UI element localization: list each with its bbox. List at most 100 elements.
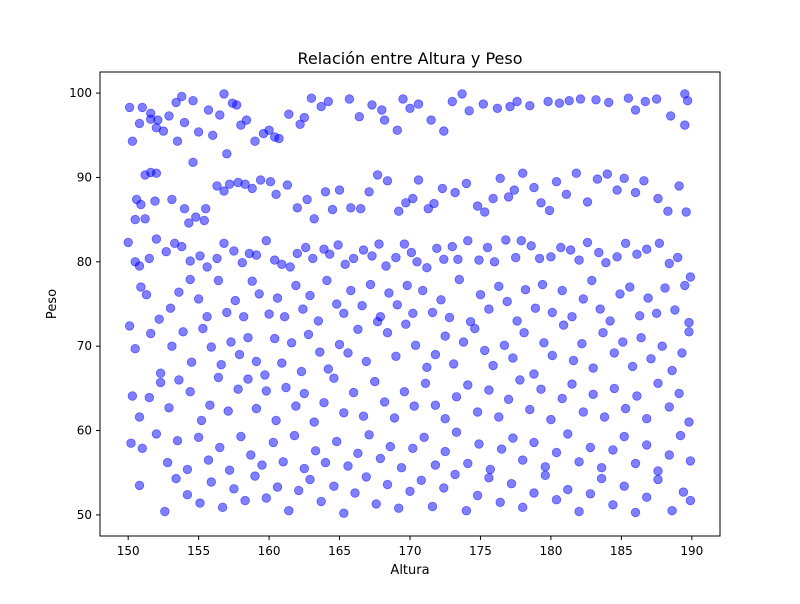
data-point bbox=[361, 472, 372, 482]
data-point bbox=[123, 237, 133, 248]
data-point bbox=[440, 331, 450, 341]
data-point bbox=[663, 206, 673, 216]
data-point bbox=[174, 287, 184, 297]
data-point bbox=[651, 308, 662, 319]
data-point bbox=[354, 111, 365, 122]
data-point bbox=[320, 187, 331, 197]
data-point bbox=[551, 495, 562, 505]
data-point bbox=[449, 359, 459, 369]
data-point bbox=[130, 214, 140, 225]
data-point bbox=[537, 279, 548, 290]
data-point bbox=[398, 94, 408, 104]
data-point bbox=[319, 398, 329, 408]
data-point bbox=[451, 427, 462, 437]
data-point bbox=[482, 242, 493, 253]
data-point bbox=[207, 130, 218, 141]
data-point bbox=[136, 282, 146, 292]
data-point bbox=[274, 133, 284, 144]
data-point bbox=[585, 489, 596, 499]
data-point bbox=[374, 239, 384, 249]
data-point bbox=[229, 484, 239, 494]
data-point bbox=[158, 126, 169, 136]
x-tick-label: 175 bbox=[469, 544, 492, 558]
data-point bbox=[495, 497, 505, 508]
data-point bbox=[494, 281, 504, 292]
data-point bbox=[484, 385, 494, 395]
y-tick-label: 70 bbox=[77, 339, 92, 353]
data-point bbox=[292, 248, 303, 259]
data-point bbox=[472, 490, 483, 501]
data-point bbox=[516, 235, 527, 246]
data-point bbox=[329, 373, 339, 383]
data-point bbox=[599, 412, 610, 422]
x-tick-label: 160 bbox=[258, 544, 281, 558]
data-point bbox=[680, 280, 690, 291]
data-point bbox=[279, 312, 290, 322]
data-point bbox=[454, 274, 465, 285]
data-point bbox=[234, 349, 245, 360]
data-point bbox=[667, 506, 677, 516]
data-point bbox=[618, 337, 628, 347]
data-point bbox=[264, 309, 274, 319]
data-point bbox=[309, 417, 319, 427]
data-point bbox=[356, 203, 366, 214]
data-point bbox=[475, 290, 486, 300]
data-point bbox=[623, 93, 634, 103]
data-point bbox=[653, 466, 663, 476]
data-point bbox=[137, 102, 148, 113]
data-point bbox=[289, 430, 300, 441]
data-point bbox=[188, 157, 198, 168]
data-point bbox=[315, 347, 325, 357]
data-point bbox=[203, 455, 214, 465]
data-point bbox=[474, 439, 484, 449]
y-tick-label: 60 bbox=[77, 424, 92, 438]
data-point bbox=[427, 501, 438, 512]
data-point bbox=[408, 193, 418, 204]
data-point bbox=[141, 290, 152, 300]
points-layer bbox=[123, 89, 696, 518]
data-point bbox=[612, 185, 622, 195]
data-point bbox=[673, 252, 683, 263]
data-point bbox=[155, 368, 166, 378]
data-point bbox=[680, 120, 690, 130]
data-point bbox=[664, 258, 675, 269]
data-point bbox=[240, 495, 250, 506]
data-point bbox=[333, 240, 343, 250]
data-point bbox=[379, 397, 390, 407]
data-point bbox=[268, 437, 279, 448]
data-point bbox=[205, 400, 215, 410]
data-point bbox=[409, 401, 419, 411]
data-point bbox=[682, 95, 693, 106]
data-point bbox=[540, 462, 551, 472]
data-point bbox=[365, 279, 376, 290]
data-point bbox=[674, 181, 684, 191]
data-point bbox=[233, 384, 243, 394]
data-point bbox=[582, 237, 593, 248]
data-point bbox=[340, 259, 350, 270]
data-point bbox=[608, 445, 618, 455]
data-point bbox=[512, 316, 522, 326]
data-point bbox=[364, 430, 374, 440]
data-point bbox=[461, 178, 472, 189]
y-axis-label: Peso bbox=[45, 289, 60, 319]
data-point bbox=[167, 194, 177, 205]
data-point bbox=[478, 99, 489, 109]
data-point bbox=[612, 252, 622, 262]
data-point bbox=[385, 441, 396, 452]
data-point bbox=[563, 429, 573, 439]
data-point bbox=[308, 253, 318, 264]
data-point bbox=[291, 401, 301, 411]
data-point bbox=[195, 498, 205, 508]
data-point bbox=[627, 361, 638, 372]
data-point bbox=[172, 436, 183, 446]
data-point bbox=[651, 94, 662, 104]
data-point bbox=[193, 294, 204, 304]
data-point bbox=[353, 448, 363, 459]
data-point bbox=[217, 502, 228, 513]
data-point bbox=[577, 339, 587, 349]
data-point bbox=[684, 417, 694, 427]
data-point bbox=[439, 483, 449, 493]
data-point bbox=[272, 293, 283, 303]
data-point bbox=[632, 391, 642, 401]
